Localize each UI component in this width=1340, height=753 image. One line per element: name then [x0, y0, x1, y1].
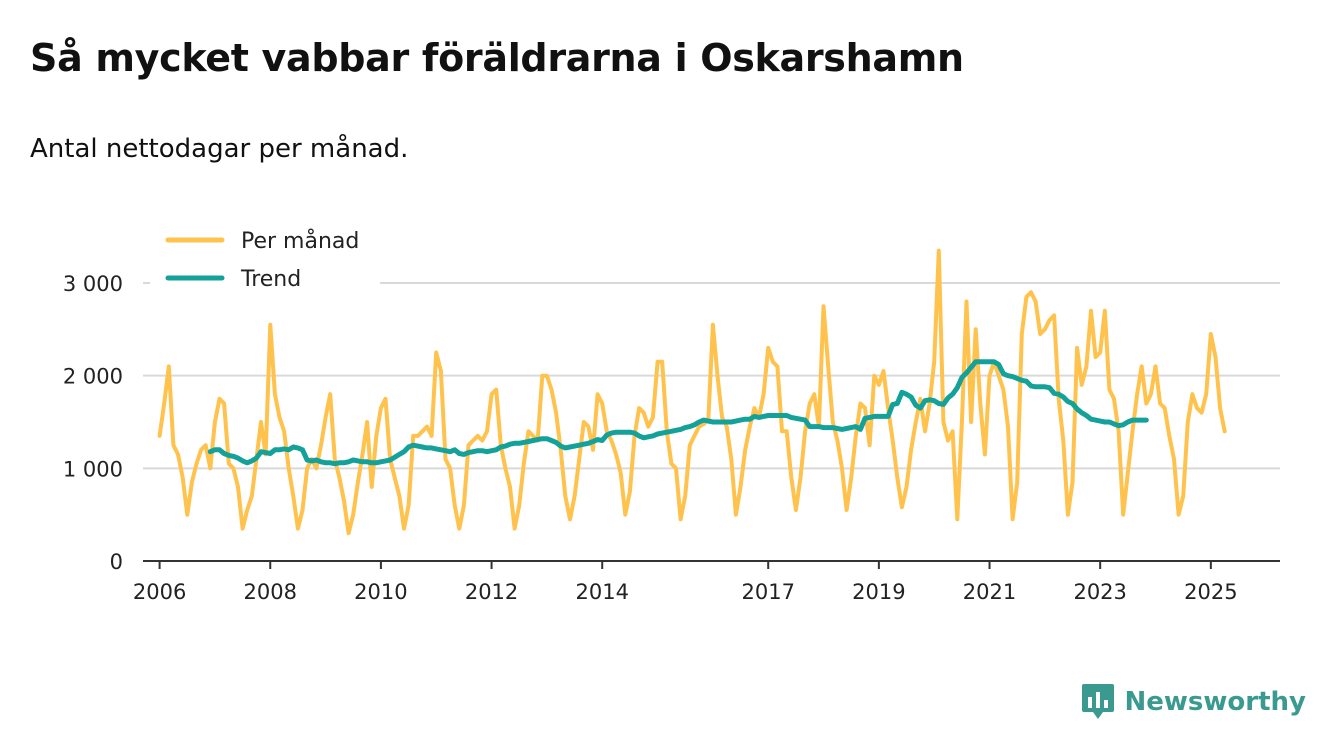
x-tick-label: 2025	[1184, 580, 1237, 604]
brand-name: Newsworthy	[1124, 687, 1306, 717]
chart-subtitle: Antal nettodagar per månad.	[30, 134, 409, 164]
x-tick-label: 2021	[963, 580, 1016, 604]
x-tick-label: 2006	[133, 580, 186, 604]
axis-layer: 0 1 000 2 000 3 000 2006 2008 2010 2012 2014 2017…	[63, 272, 1280, 604]
brand-logo: Newsworthy	[1081, 683, 1306, 721]
series-line-per-manad	[157, 248, 1227, 536]
x-tick-label: 2023	[1073, 580, 1126, 604]
legend-label: Trend	[240, 267, 301, 292]
series-layer	[157, 248, 1227, 536]
series-line-trend	[207, 359, 1149, 467]
x-tick-label: 2014	[575, 580, 628, 604]
y-tick-label: 3 000	[63, 272, 123, 296]
y-tick-label: 1 000	[63, 457, 123, 481]
legend-background	[150, 222, 380, 294]
y-tick-label: 0	[110, 550, 123, 574]
chart-title: Så mycket vabbar föräldrarna i Oskarsham…	[30, 36, 964, 80]
x-tick-label: 2010	[354, 580, 407, 604]
legend-label: Per månad	[241, 228, 359, 254]
newsworthy-logo-icon	[1081, 684, 1114, 719]
x-tick-label: 2019	[852, 580, 905, 604]
x-tick-label: 2008	[244, 580, 297, 604]
y-tick-label: 2 000	[63, 365, 123, 389]
legend: Per månad Trend	[150, 222, 380, 294]
x-tick-label: 2012	[465, 580, 518, 604]
x-tick-label: 2017	[741, 580, 794, 604]
